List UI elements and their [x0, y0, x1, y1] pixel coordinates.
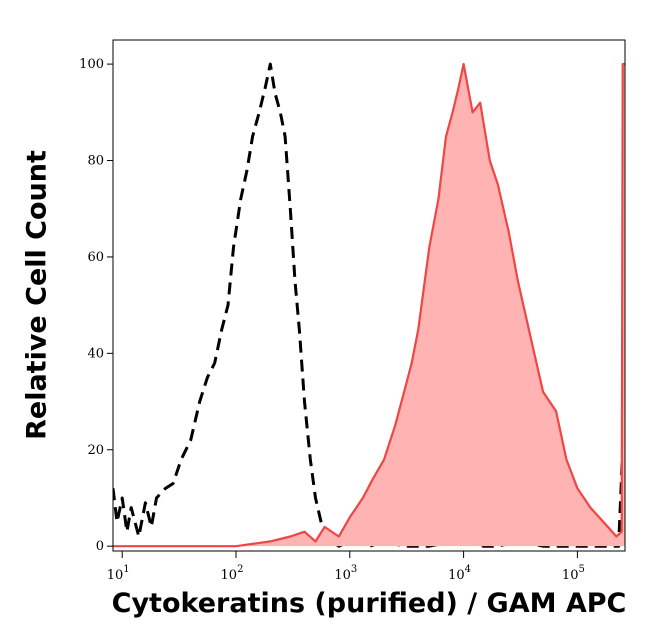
plot-area — [113, 62, 625, 548]
plot-frame — [112, 39, 626, 552]
x-axis-title: Cytokeratins (purified) / GAM APC — [112, 588, 627, 619]
x-tick-label: 103 — [334, 564, 357, 583]
y-axis-title: Relative Cell Count — [22, 150, 53, 440]
x-tick-exponent: 1 — [123, 564, 129, 575]
x-tick-base: 10 — [562, 568, 579, 583]
x-tick-exponent: 2 — [237, 564, 243, 575]
x-tick-exponent: 4 — [465, 564, 471, 575]
x-tick-base: 10 — [107, 568, 124, 583]
x-tick-label: 101 — [107, 564, 130, 583]
y-tick-label: 40 — [87, 346, 104, 361]
x-tick-label: 102 — [221, 564, 244, 583]
histogram-line — [113, 62, 625, 548]
y-tick-label: 100 — [79, 57, 104, 72]
x-tick-base: 10 — [334, 568, 351, 583]
x-tick-base: 10 — [221, 568, 238, 583]
x-tick-base: 10 — [448, 568, 465, 583]
y-tick-label: 20 — [87, 443, 104, 458]
histogram-area — [113, 64, 625, 547]
x-tick-label: 104 — [448, 564, 471, 583]
x-tick-label: 105 — [562, 564, 585, 583]
x-tick-exponent: 5 — [578, 564, 584, 575]
y-tick-label: 80 — [87, 154, 104, 169]
x-tick-exponent: 3 — [351, 564, 357, 575]
y-tick-label: 60 — [87, 250, 104, 265]
histogram-line — [113, 62, 625, 548]
y-tick-label: 0 — [96, 539, 104, 554]
